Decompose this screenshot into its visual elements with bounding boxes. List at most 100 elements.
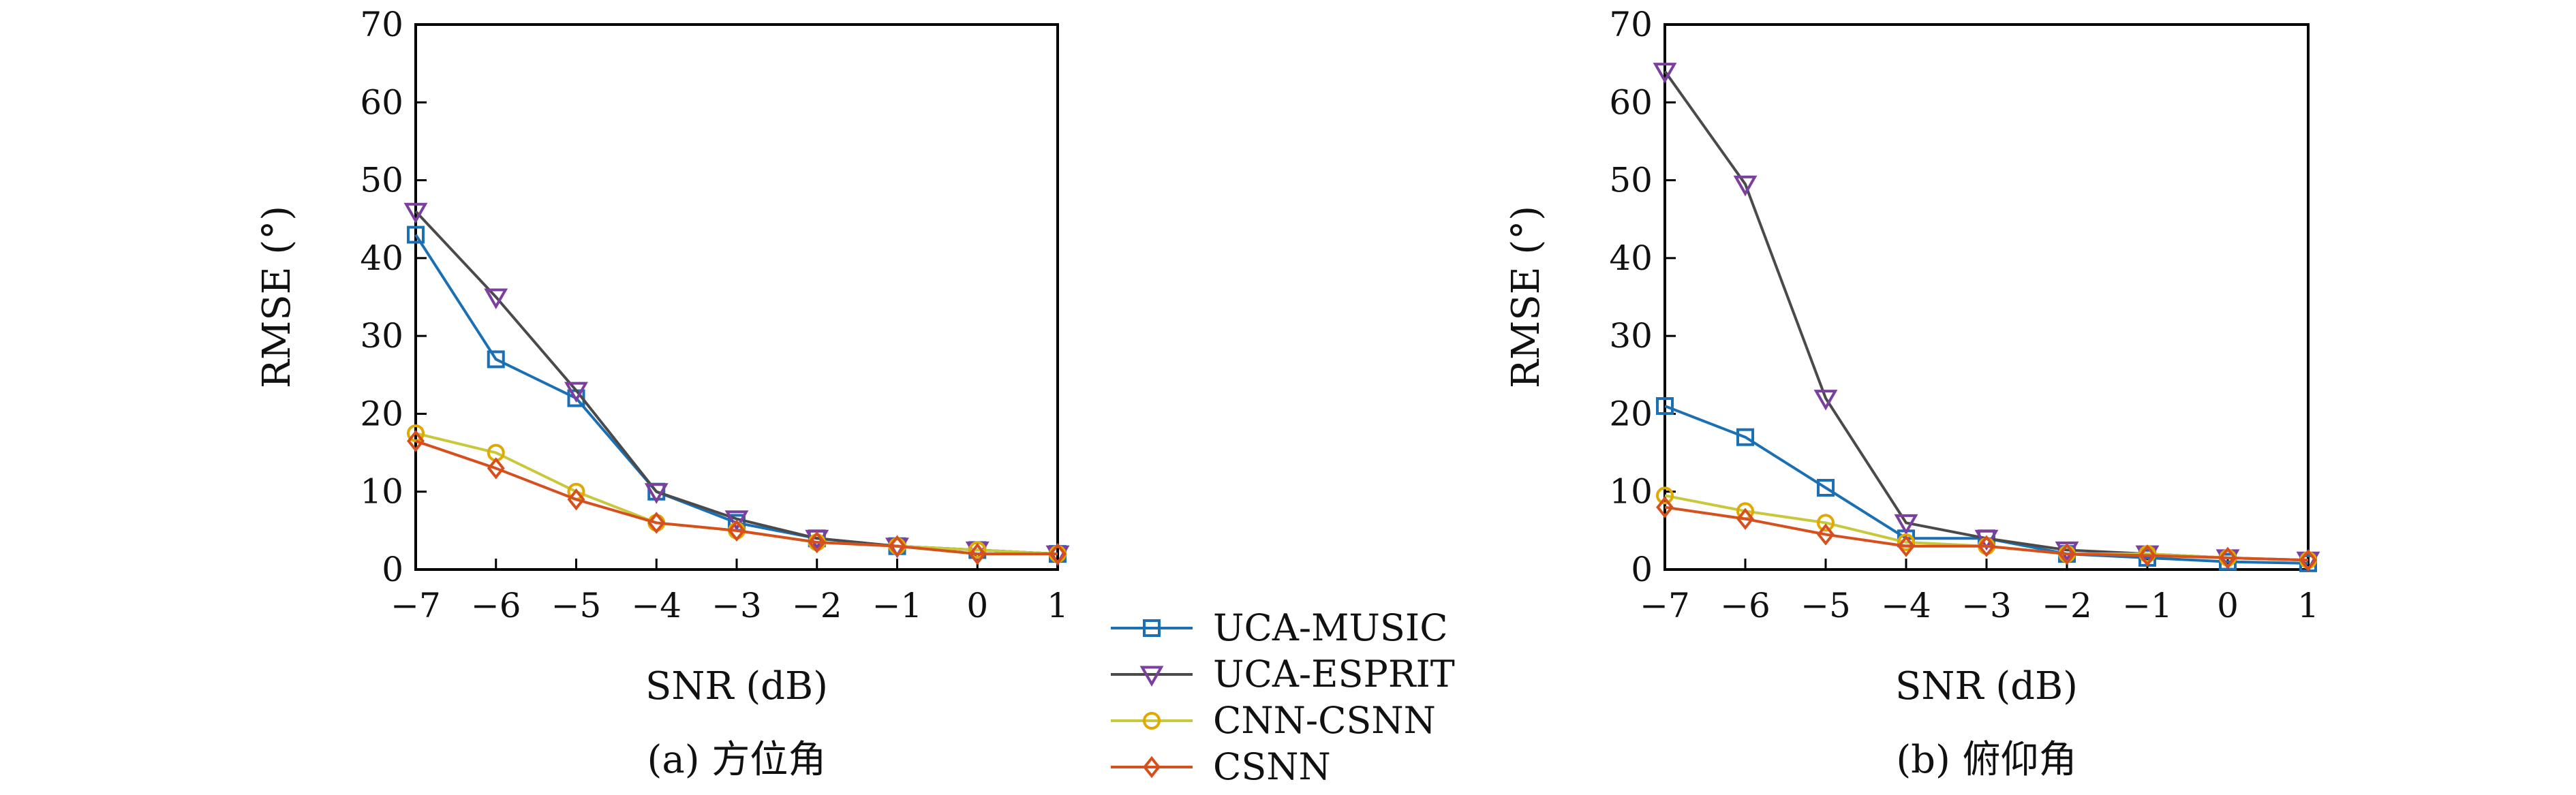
y-tick-label: 30 [1609,316,1653,356]
x-tick-label: −2 [792,586,842,625]
data-point-uca-music [1736,428,1754,446]
series-line-uca-esprit [414,210,1058,556]
y-tick-label: 70 [1609,5,1653,44]
y-tick-label: 50 [1609,161,1653,200]
data-point-csnn [567,488,585,511]
series-line-csnn [415,439,1058,556]
y-tick-label: 20 [1609,394,1653,433]
data-point-csnn [1817,523,1835,546]
data-point-uca-esprit [403,202,428,224]
data-point-csnn [1656,496,1674,518]
x-axis-label: SNR (dB) [1895,664,2078,708]
y-tick-label: 0 [382,550,403,589]
y-tick-label: 20 [360,394,403,433]
data-point-cnn-csnn [1817,514,1835,532]
x-tick-label: −1 [2122,586,2173,625]
series-line-csnn [1664,505,2309,562]
x-tick-label: −7 [1640,586,1690,625]
y-tick-label: 60 [360,82,403,122]
data-point-cnn-csnn [407,424,425,442]
panel-elevation: 0 10 20 30 40 50 60 70 −7 −6 −5 −4 −3 −2 −1 0 1 SNR (dB) R… [1504,5,2320,782]
legend-label: UCA-ESPRIT [1213,653,1455,696]
y-tick-label: 10 [1609,472,1653,512]
data-point-cnn-csnn [1656,486,1674,505]
data-point-csnn [1978,535,1995,557]
y-axis-label: RMSE (°) [1504,206,1548,388]
x-tick-label: −2 [2042,586,2092,625]
legend-label: UCA-MUSIC [1213,606,1448,649]
data-point-uca-esprit [644,483,669,504]
x-tick-label: 1 [2297,586,2319,625]
series-line-uca-music [414,234,1058,556]
data-point-uca-esprit [724,510,749,531]
data-point-csnn [728,519,746,542]
data-point-uca-esprit [1733,175,1758,197]
data-point-csnn [1049,542,1067,565]
plot-frame [414,23,1059,571]
y-tick-label: 40 [360,238,403,278]
y-tick-label: 70 [360,5,403,44]
legend-item: UCA-ESPRIT [1111,653,1455,696]
y-tick-label: 60 [1609,82,1653,122]
legend-item: CSNN [1111,745,1331,788]
x-tick-label: 0 [966,586,988,625]
legend-label: CNN-CSNN [1213,699,1436,742]
legend-marker [1143,755,1161,779]
series-line-cnn-csnn [415,432,1058,556]
data-point-csnn [968,542,987,565]
data-point-csnn [2138,544,2156,567]
data-point-csnn [1736,508,1754,530]
series-line-uca-esprit [1663,70,2309,562]
y-tick-label: 10 [360,472,403,512]
x-tick-label: −7 [390,586,441,625]
x-tick-label: −6 [471,586,521,625]
data-point-uca-music [407,225,425,244]
x-tick-label: −5 [551,586,602,625]
data-point-uca-esprit [1894,514,1918,535]
x-tick-label: −5 [1800,586,1851,625]
legend-marker [1139,666,1164,687]
data-point-cnn-csnn [1897,533,1915,551]
data-point-uca-esprit [1813,390,1838,411]
data-point-csnn [2219,546,2237,570]
y-tick-label: 40 [1609,238,1653,278]
data-point-csnn [2299,549,2317,572]
data-point-uca-music [1656,397,1674,415]
data-point-csnn [647,512,666,534]
legend-label: CSNN [1213,745,1331,788]
y-tick-label: 30 [360,316,403,356]
data-point-uca-esprit [1653,63,1677,84]
legend-item: UCA-MUSIC [1111,606,1448,649]
data-point-csnn [407,430,425,452]
y-axis-label: RMSE (°) [255,206,299,388]
plot-frame [1663,23,2310,571]
panel-azimuth: 0 10 20 30 40 50 60 70 −7 −6 −5 −4 −3 −2 −1 0 1 SNR (dB) R… [255,5,1070,782]
legend-marker [1143,712,1161,730]
x-tick-label: −1 [872,586,923,625]
data-point-cnn-csnn [968,541,987,559]
data-point-uca-music [487,350,505,369]
y-tick-label: 50 [360,161,403,200]
legend-marker [1143,619,1161,637]
legend-item: CNN-CSNN [1111,699,1436,742]
x-tick-label: −3 [711,586,762,625]
data-point-csnn [2058,542,2076,565]
x-tick-label: −6 [1720,586,1770,625]
data-point-csnn [888,535,906,557]
data-point-uca-music [1817,479,1835,497]
data-point-uca-esprit [484,288,508,310]
data-point-csnn [808,531,826,554]
data-point-uca-esprit [564,381,588,403]
x-tick-label: −4 [631,586,681,625]
data-point-csnn [1897,535,1915,557]
x-axis-label: SNR (dB) [645,664,828,708]
panel-caption: (b) 俯仰角 [1896,738,2076,782]
x-tick-label: 0 [2217,586,2239,625]
x-tick-label: −4 [1881,586,1931,625]
panel-caption: (a) 方位角 [647,738,827,782]
y-tick-label: 0 [1631,550,1653,589]
data-point-csnn [487,457,505,480]
x-tick-label: −3 [1961,586,2012,625]
